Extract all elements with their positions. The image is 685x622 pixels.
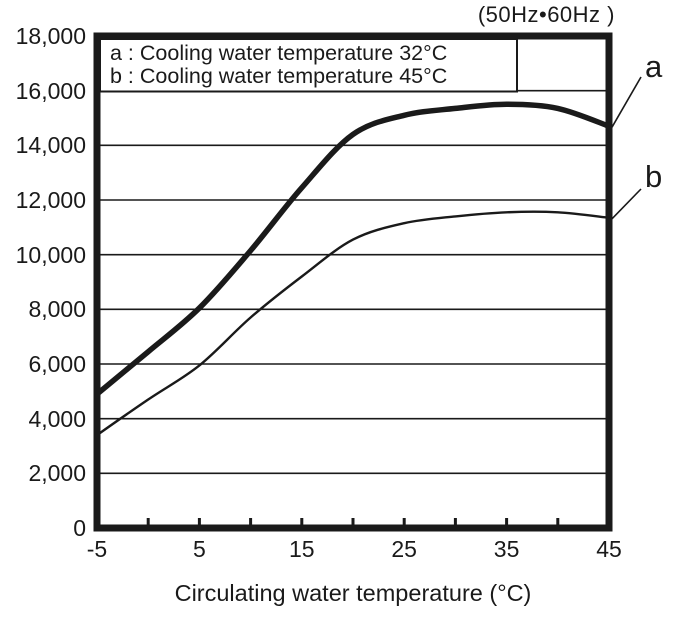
leader-line-b [611,188,642,220]
leader-line-a [611,76,642,128]
y-axis-tick-label: 6,000 [28,351,86,377]
frequency-note: (50Hz•60Hz ) [477,2,615,27]
y-axis-tick-label: 10,000 [15,241,86,268]
x-axis-tick-label: 45 [596,536,622,562]
y-axis-tick-label: 16,000 [15,77,86,104]
legend-entry-b: b : Cooling water temperature 45°C [110,64,448,88]
y-axis-tick-label: 0 [73,515,86,541]
y-axis-tick-label: 4,000 [28,405,86,432]
curve-a [94,101,612,397]
y-axis-tick-label: 12,000 [15,187,86,213]
y-axis-tick-label: 2,000 [28,460,86,487]
x-axis-tick-label: 25 [391,536,417,562]
x-axis-tick-label: 15 [289,536,315,562]
curve-a-label: a [645,49,663,84]
y-axis-tick-label: 18,000 [15,23,86,49]
legend-entry-a: a : Cooling water temperature 32°C [110,41,448,65]
curve-b [95,210,611,437]
curve-b-label: b [645,159,663,194]
x-axis-title: Circulating water temperature (°C) [174,580,532,606]
y-axis-tick-label: 8,000 [28,296,86,323]
y-axis-tick-label: 14,000 [15,132,86,159]
x-axis-tick-label: 5 [192,536,206,562]
x-axis-tick-label: 35 [493,536,520,562]
x-axis-tick-label: -5 [86,536,108,562]
plot-border [93,32,613,532]
